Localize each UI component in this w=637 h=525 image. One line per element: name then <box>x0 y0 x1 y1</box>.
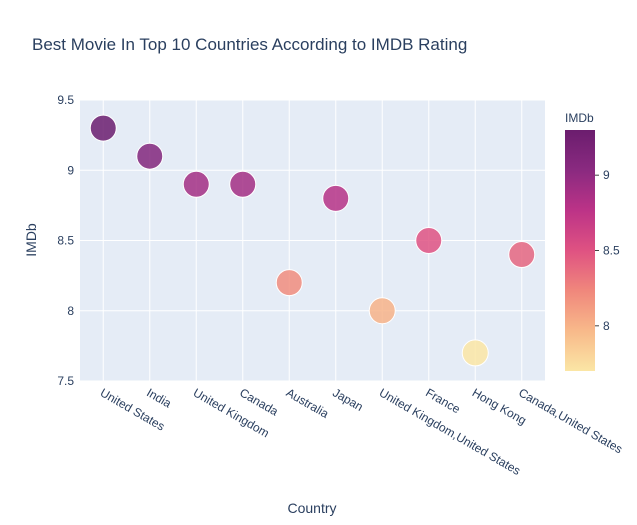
colorbar-tick-label: 8 <box>603 319 610 333</box>
data-point <box>136 142 164 170</box>
data-point <box>229 170 257 198</box>
y-axis-ticks: 7.5 8 8.5 9 9.5 <box>57 93 74 388</box>
y-tick-label: 8 <box>67 304 74 318</box>
y-tick-label: 7.5 <box>57 374 74 388</box>
x-axis-title: Country <box>287 500 336 516</box>
y-tick-label: 9 <box>67 163 74 177</box>
gridlines <box>80 99 545 382</box>
data-point <box>368 297 396 325</box>
data-point <box>415 227 443 254</box>
x-tick-label: Canada,United States <box>516 385 625 456</box>
colorbar-tick-label: 9 <box>603 168 610 182</box>
colorbar-ticks: 88.59 <box>595 168 620 333</box>
x-tick-label: India <box>144 385 174 410</box>
data-point <box>461 339 489 367</box>
data-point <box>275 269 303 297</box>
data-point <box>182 170 210 198</box>
data-point <box>89 114 117 142</box>
colorbar-title: IMDb <box>565 111 594 125</box>
x-tick-label: Australia <box>284 385 332 421</box>
colorbar-tick-label: 8.5 <box>603 244 620 258</box>
data-point <box>322 184 350 212</box>
chart-title: Best Movie In Top 10 Countries According… <box>32 35 467 54</box>
data-points <box>89 114 536 367</box>
data-point <box>508 241 536 269</box>
y-tick-label: 8.5 <box>57 234 74 248</box>
colorbar: IMDb 88.59 <box>565 111 620 371</box>
y-tick-label: 9.5 <box>57 93 74 107</box>
colorbar-scale <box>565 130 595 371</box>
x-tick-label: Japan <box>330 385 365 413</box>
y-axis-title: IMDb <box>23 223 39 257</box>
